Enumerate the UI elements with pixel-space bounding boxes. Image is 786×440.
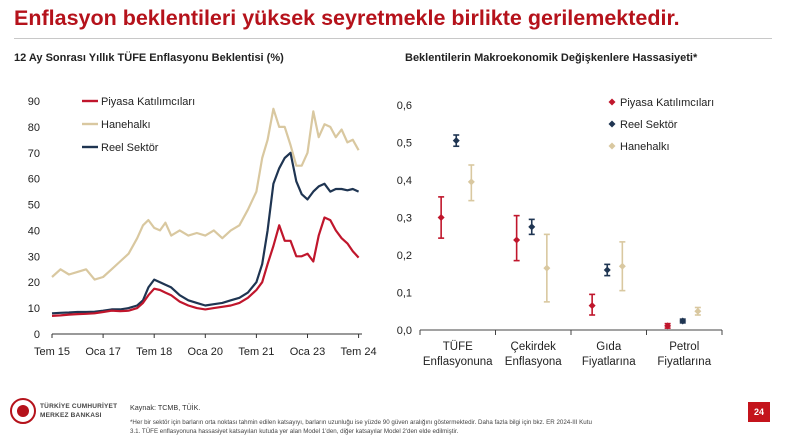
estimate-marker (694, 307, 702, 315)
x-tick-label: Oca 23 (290, 346, 325, 358)
page-title: Enflasyon beklentileri yüksek seyretmekl… (14, 6, 680, 30)
category-label: Petrol (669, 341, 699, 353)
org-name-line1: TÜRKİYE CUMHURİYET (40, 403, 118, 410)
estimate-marker (679, 317, 687, 325)
estimate-marker (452, 137, 460, 145)
category-label: Fiyatlarına (657, 356, 711, 368)
line-chart-title: 12 Ay Sonrası Yıllık TÜFE Enflasyonu Bek… (14, 52, 284, 64)
x-tick-label: Tem 15 (34, 346, 70, 358)
estimate-marker (513, 236, 521, 244)
y-tick-label: 0,5 (397, 138, 412, 150)
series-line-hanehalki (51, 107, 360, 281)
estimate-marker (618, 262, 626, 270)
legend-marker (608, 98, 616, 106)
series-line-piyasa (51, 216, 360, 317)
estimate-marker (664, 322, 672, 330)
legend-label: Piyasa Katılımcıları (620, 97, 714, 109)
y-tick-label: 70 (28, 148, 40, 160)
legend-label: Reel Sektör (620, 119, 678, 131)
scatter-chart-title: Beklentilerin Makroekonomik Değişkenlere… (405, 52, 698, 64)
legend-marker (608, 142, 616, 150)
y-tick-label: 10 (28, 303, 40, 315)
y-tick-label: 40 (28, 225, 40, 237)
x-tick-label: Tem 21 (238, 346, 274, 358)
y-tick-label: 0,4 (397, 175, 412, 187)
estimate-marker (603, 266, 611, 274)
series-line-reel (51, 151, 360, 315)
x-tick-label: Tem 18 (136, 346, 172, 358)
y-tick-label: 80 (28, 122, 40, 134)
y-tick-label: 0,1 (397, 288, 412, 300)
y-tick-label: 50 (28, 200, 40, 212)
y-tick-label: 90 (28, 96, 40, 108)
y-tick-label: 0,6 (397, 100, 412, 112)
legend-marker (608, 120, 616, 128)
estimate-marker (437, 214, 445, 221)
category-label: Fiyatlarına (582, 356, 636, 368)
estimate-marker (467, 178, 475, 186)
legend-label: Reel Sektör (101, 142, 159, 154)
x-tick-label: Oca 17 (85, 346, 120, 358)
legend-label: Piyasa Katılımcıları (101, 96, 195, 108)
org-name-line2: MERKEZ BANKASI (40, 412, 102, 419)
category-label: Enflasyonuna (423, 356, 493, 368)
source-note: Kaynak: TCMB, TÜİK. (130, 403, 201, 412)
category-label: Enflasyona (505, 356, 563, 368)
legend-label: Hanehalkı (101, 119, 151, 131)
estimate-marker (543, 264, 551, 272)
category-label: TÜFE (443, 341, 473, 353)
legend-label: Hanehalkı (620, 141, 670, 153)
estimate-marker (588, 302, 596, 310)
estimate-marker (528, 223, 536, 231)
y-tick-label: 60 (28, 174, 40, 186)
footnote-line1: *Her bir sektör için barların orta nokta… (130, 419, 592, 426)
tcmb-logo-icon (10, 398, 36, 424)
y-tick-label: 20 (28, 277, 40, 289)
title-divider (14, 38, 772, 39)
y-tick-label: 0,3 (397, 213, 412, 225)
y-tick-label: 30 (28, 251, 40, 263)
category-label: Çekirdek (511, 341, 557, 353)
y-tick-label: 0,0 (397, 325, 412, 337)
y-tick-label: 0 (34, 329, 40, 341)
footnote-line2: 3.1. TÜFE enflasyonuna hassasiyet katsay… (130, 428, 459, 435)
x-tick-label: Oca 20 (188, 346, 223, 358)
x-tick-label: Tem 24 (341, 346, 377, 358)
page-number-badge: 24 (748, 402, 770, 422)
category-label: Gıda (596, 341, 622, 353)
y-tick-label: 0,2 (397, 250, 412, 262)
